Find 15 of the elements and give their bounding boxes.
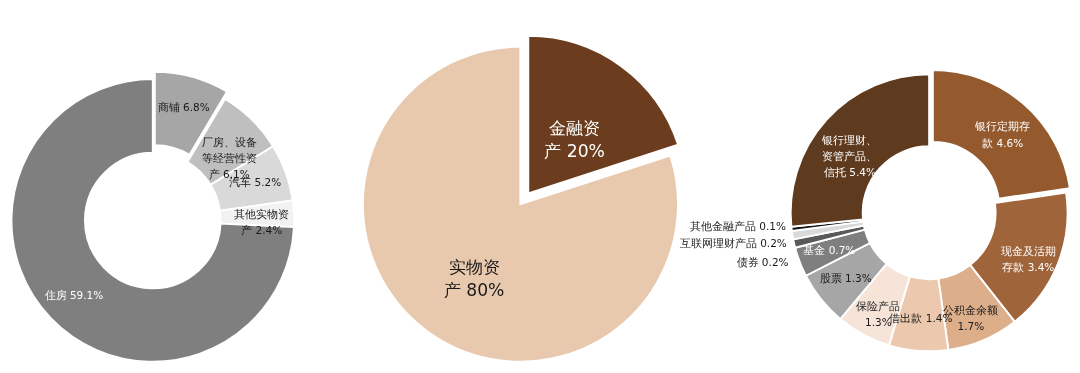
- slice-label: 银行定期存款 4.6%: [974, 120, 1031, 149]
- slice-label: 住房 59.1%: [44, 288, 104, 301]
- slice-label: 公积金余额: [943, 303, 999, 316]
- slice-label: 保险产品: [856, 299, 901, 312]
- slice-label: 商铺 6.8%: [157, 100, 210, 113]
- slice-label: 其他实物资产 2.4%: [234, 208, 290, 237]
- slice-label: 互联网理财产品 0.2%: [679, 236, 787, 249]
- slice-label: 金融资产 20%: [544, 118, 605, 162]
- slice-label: 债券 0.2%: [736, 255, 789, 268]
- slice-label: 现金及活期存款 3.4%: [1000, 245, 1056, 274]
- slice-label: 银行理财、资管产品、信托 5.4%: [821, 134, 878, 179]
- slice-label: 其他金融产品 0.1%: [689, 219, 786, 232]
- slice-label: 股票 1.3%: [819, 272, 872, 285]
- data-label: 1.7%: [957, 320, 985, 333]
- slice-label: 实物资产 80%: [443, 256, 505, 300]
